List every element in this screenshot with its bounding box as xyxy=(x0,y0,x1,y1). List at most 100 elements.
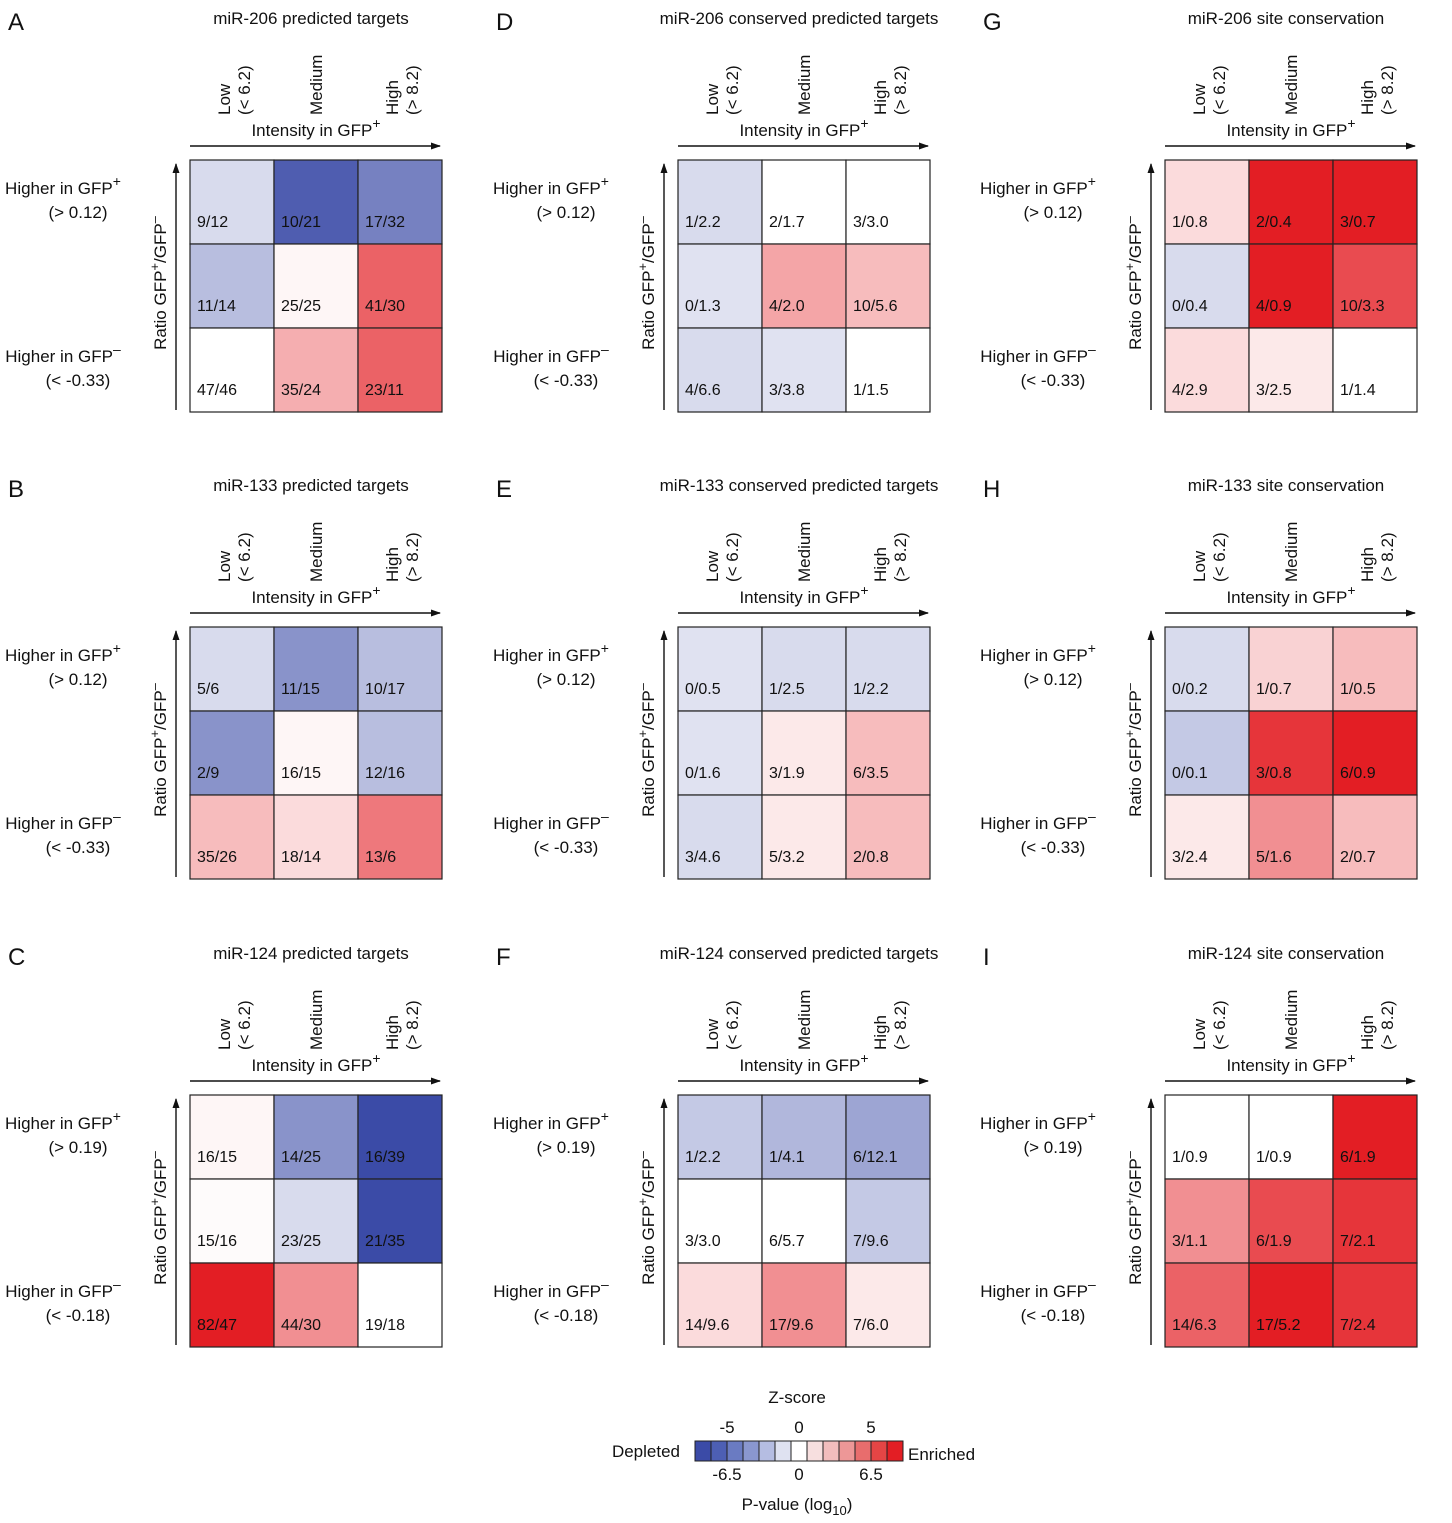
legend-swatch xyxy=(694,1440,712,1462)
cell-value: 2/1.7 xyxy=(769,214,805,231)
row-label-threshold: (< -0.33) xyxy=(534,371,599,390)
legend-swatch xyxy=(854,1440,872,1462)
cell-value: 10/3.3 xyxy=(1340,298,1385,315)
heatmap-cell xyxy=(1164,1262,1250,1348)
heatmap-cell xyxy=(1164,1094,1250,1180)
cell-value: 2/0.8 xyxy=(853,849,889,866)
column-label: Low(< 6.2) xyxy=(703,532,742,582)
panel-title: miR-133 conserved predicted targets xyxy=(660,476,939,495)
heatmap-cell xyxy=(845,710,931,796)
cell-value: 0/1.6 xyxy=(685,765,721,782)
cell-value: 3/2.5 xyxy=(1256,382,1292,399)
heatmap-cell xyxy=(189,626,275,712)
heatmap-cell xyxy=(357,626,443,712)
cell-value: 5/3.2 xyxy=(769,849,805,866)
heatmap-cell xyxy=(1248,1178,1334,1264)
colorscale-legend: Z-score Depleted Enriched -5 0 5 -6.5 0 6.5 P-val… xyxy=(612,1388,975,1518)
y-axis-label: Ratio GFP+/GFP– xyxy=(635,1150,658,1285)
cell-value: 1/0.8 xyxy=(1172,214,1208,231)
heatmap-cell xyxy=(357,159,443,245)
column-label: Medium xyxy=(307,55,326,115)
cell-value: 0/0.2 xyxy=(1172,681,1208,698)
row-label: Higher in GFP– xyxy=(980,341,1096,366)
heatmap-cell xyxy=(273,1262,359,1348)
y-axis-label: Ratio GFP+/GFP– xyxy=(147,215,170,350)
cell-value: 3/3.0 xyxy=(685,1233,721,1250)
cell-value: 6/5.7 xyxy=(769,1233,805,1250)
row-label-threshold: (> 0.12) xyxy=(48,670,107,689)
heatmap-cell xyxy=(273,794,359,880)
cell-value: 15/16 xyxy=(197,1233,237,1250)
column-label: High(> 8.2) xyxy=(1358,1000,1397,1050)
legend-swatch xyxy=(886,1440,904,1462)
heatmap-cell xyxy=(1248,626,1334,712)
row-label: Higher in GFP– xyxy=(493,808,609,833)
column-label: Low(< 6.2) xyxy=(703,1000,742,1050)
heatmap-cell xyxy=(677,159,763,245)
cell-value: 47/46 xyxy=(197,382,237,399)
panel-letter: F xyxy=(496,944,511,971)
heatmap-cell xyxy=(677,243,763,329)
column-label: High(> 8.2) xyxy=(383,65,422,115)
heatmap-cell xyxy=(1332,626,1418,712)
column-label: High(> 8.2) xyxy=(871,65,910,115)
column-label: Medium xyxy=(1282,990,1301,1050)
panel-title: miR-124 site conservation xyxy=(1188,944,1385,963)
cell-value: 3/0.8 xyxy=(1256,765,1292,782)
cell-value: 14/9.6 xyxy=(685,1317,730,1334)
column-label: Low(< 6.2) xyxy=(215,65,254,115)
heatmap-cell xyxy=(1248,243,1334,329)
row-label: Higher in GFP+ xyxy=(493,1108,609,1133)
column-label: Low(< 6.2) xyxy=(703,65,742,115)
cell-value: 1/1.5 xyxy=(853,382,889,399)
column-label: Medium xyxy=(795,990,814,1050)
cell-value: 4/2.0 xyxy=(769,298,805,315)
row-label: Higher in GFP– xyxy=(5,341,121,366)
cell-value: 11/14 xyxy=(197,298,236,315)
cell-value: 1/1.4 xyxy=(1340,382,1376,399)
cell-value: 9/12 xyxy=(197,214,228,231)
row-label-threshold: (< -0.33) xyxy=(534,838,599,857)
cell-value: 17/5.2 xyxy=(1256,1317,1301,1334)
panel-letter: A xyxy=(8,9,24,36)
panel-letter: I xyxy=(983,944,990,971)
cell-value: 16/15 xyxy=(197,1149,237,1166)
y-axis-label: Ratio GFP+/GFP– xyxy=(635,215,658,350)
cell-value: 2/0.7 xyxy=(1340,849,1376,866)
legend-swatch xyxy=(726,1440,744,1462)
cell-value: 41/30 xyxy=(365,298,405,315)
legend-swatch xyxy=(758,1440,776,1462)
heatmap-cell xyxy=(273,327,359,413)
legend-swatch xyxy=(742,1440,760,1462)
row-label-threshold: (< -0.33) xyxy=(1021,371,1086,390)
heatmap-cell xyxy=(357,1094,443,1180)
legend-swatch xyxy=(870,1440,888,1462)
row-label-threshold: (< -0.18) xyxy=(534,1306,599,1325)
column-label: Medium xyxy=(1282,522,1301,582)
heatmap-cell xyxy=(1164,1178,1250,1264)
cell-value: 14/25 xyxy=(281,1149,321,1166)
cell-value: 1/4.1 xyxy=(769,1149,805,1166)
column-label: Low(< 6.2) xyxy=(1190,1000,1229,1050)
heatmap-cell xyxy=(1332,1094,1418,1180)
cell-value: 18/14 xyxy=(281,849,321,866)
heatmap-cell xyxy=(761,710,847,796)
heatmap-cell xyxy=(273,1094,359,1180)
cell-value: 7/9.6 xyxy=(853,1233,889,1250)
cell-value: 3/1.9 xyxy=(769,765,805,782)
cell-value: 1/2.2 xyxy=(853,681,889,698)
panel-letter: E xyxy=(496,476,512,503)
cell-value: 17/32 xyxy=(365,214,405,231)
column-label: Low(< 6.2) xyxy=(1190,65,1229,115)
y-axis-label: Ratio GFP+/GFP– xyxy=(1122,215,1145,350)
row-label-threshold: (< -0.33) xyxy=(1021,838,1086,857)
row-label-threshold: (< -0.18) xyxy=(46,1306,111,1325)
heatmap-cell xyxy=(1164,159,1250,245)
panel-letter: H xyxy=(983,476,1000,503)
heatmap-cell xyxy=(1332,1262,1418,1348)
heatmap-cell xyxy=(1332,243,1418,329)
